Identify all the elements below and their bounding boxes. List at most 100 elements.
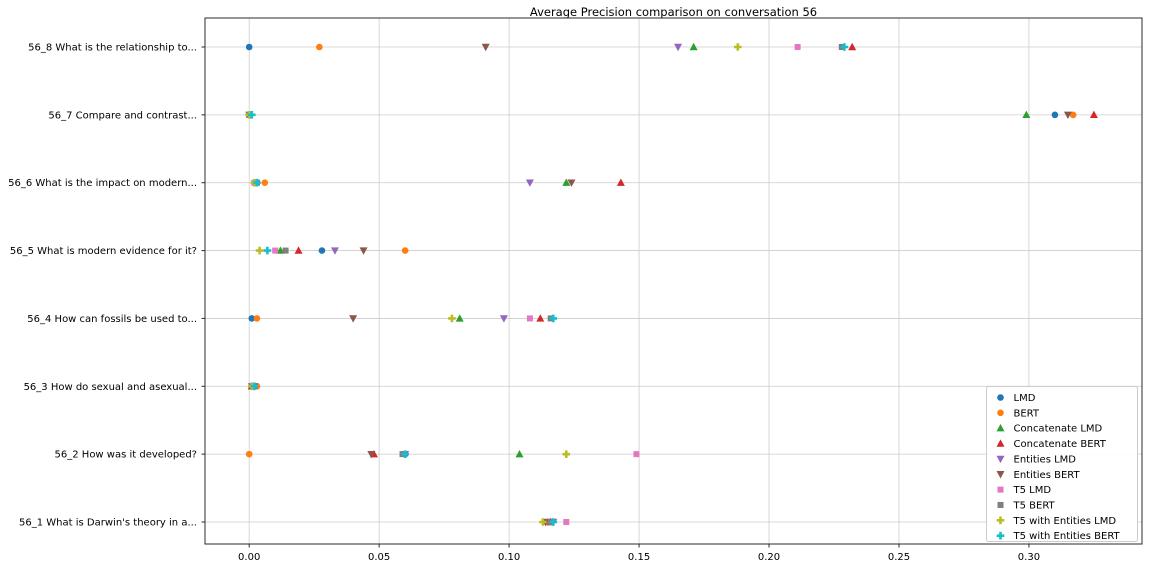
- data-point: [455, 314, 464, 322]
- y-tick-label: 56_3 How do sexual and asexual...: [24, 382, 197, 393]
- data-point: [567, 179, 576, 187]
- series-t5-with-entities-lmd: [245, 43, 742, 526]
- data-point: [536, 314, 545, 322]
- data-point: [840, 43, 849, 51]
- legend-label: T5 with Entities LMD: [1013, 516, 1117, 527]
- square-marker: [997, 501, 1004, 508]
- plus-marker: [996, 531, 1005, 540]
- data-point: [539, 518, 547, 526]
- legend-item: Concatenate LMD: [996, 424, 1103, 435]
- data-point: [247, 111, 256, 119]
- legend-label: BERT: [1014, 408, 1040, 419]
- legend-item: T5 with Entities LMD: [996, 516, 1117, 527]
- data-point: [318, 247, 326, 254]
- legend-item: T5 LMD: [997, 485, 1052, 496]
- legend: LMD BERT Concatenate LMD Concatenate BERT En…: [986, 386, 1138, 542]
- data-point: [562, 450, 571, 458]
- data-point: [272, 247, 279, 254]
- plus-marker: [996, 516, 1005, 525]
- triangle-down-marker: [996, 455, 1005, 464]
- y-tick-label: 56_7 Compare and contrast...: [48, 110, 197, 121]
- data-point: [255, 246, 264, 255]
- data-point: [250, 382, 259, 391]
- x-tick-label: 0.05: [368, 552, 390, 563]
- y-tick-label: 56_6 What is the impact on modern...: [8, 178, 197, 189]
- data-point: [263, 246, 272, 255]
- data-point: [401, 247, 409, 254]
- plot-border: [204, 17, 1143, 545]
- x-tick-label: 0.10: [498, 552, 520, 563]
- y-tick-label: 56_5 What is modern evidence for it?: [10, 246, 197, 257]
- data-point: [282, 247, 289, 254]
- data-point: [248, 315, 256, 322]
- data-point: [734, 43, 742, 51]
- triangle-down-marker: [996, 471, 1005, 479]
- x-tick-label: 0.30: [1018, 552, 1040, 563]
- data-point: [294, 246, 303, 254]
- x-tick-label: 0.15: [628, 552, 650, 563]
- data-point: [1069, 111, 1077, 119]
- data-point: [499, 315, 508, 323]
- legend-label: Concatenate LMD: [1014, 424, 1103, 435]
- x-tick-label: 0.25: [888, 552, 910, 563]
- data-point: [245, 43, 253, 51]
- data-point: [367, 450, 376, 459]
- legend-item: BERT: [997, 408, 1040, 419]
- series-t5-bert: [246, 44, 845, 525]
- legend-label: T5 with Entities BERT: [1013, 531, 1121, 542]
- chart-title: Average Precision comparison on conversa…: [529, 5, 818, 19]
- legend-item: Entities BERT: [996, 470, 1081, 481]
- x-axis: 0.00 0.05 0.10 0.15 0.20 0.25 0.30: [238, 544, 1040, 563]
- data-point: [401, 450, 409, 458]
- data-point: [245, 450, 253, 458]
- y-tick-label: 56_1 What is Darwin's theory in a...: [19, 518, 197, 529]
- legend-label: T5 LMD: [1013, 485, 1052, 496]
- legend-label: LMD: [1014, 393, 1036, 404]
- legend-item: LMD: [997, 393, 1036, 404]
- legend-item: Concatenate BERT: [996, 439, 1107, 450]
- legend-label: Entities LMD: [1014, 454, 1077, 465]
- data-point: [261, 179, 269, 187]
- square-marker: [997, 486, 1004, 493]
- data-point: [276, 246, 285, 254]
- data-point: [515, 449, 524, 458]
- legend-item: T5 BERT: [997, 500, 1056, 511]
- legend-item: T5 with Entities BERT: [996, 531, 1121, 542]
- data-point: [349, 315, 358, 323]
- triangle-up-marker: [996, 439, 1005, 447]
- data-point: [316, 43, 323, 51]
- x-tick-label: 0.20: [758, 552, 780, 563]
- legend-label: Entities BERT: [1014, 470, 1081, 481]
- data-point: [359, 247, 368, 255]
- series-lmd: [245, 43, 1059, 526]
- data-point: [526, 315, 533, 322]
- y-tick-label: 56_4 How can fossils be used to...: [27, 314, 197, 325]
- data-point: [616, 178, 625, 186]
- data-point: [689, 42, 698, 51]
- data-point: [1063, 111, 1072, 120]
- data-point: [253, 178, 261, 187]
- data-point: [549, 314, 558, 323]
- legend-item: Entities LMD: [996, 454, 1077, 465]
- data-point: [481, 43, 490, 52]
- data-point: [1022, 110, 1031, 119]
- circle-marker: [997, 394, 1004, 401]
- data-point: [525, 179, 534, 187]
- data-point: [848, 42, 857, 51]
- y-axis: 56_8 What is the relationship to... 56_7 …: [8, 43, 205, 529]
- y-tick-label: 56_8 What is the relationship to...: [28, 43, 197, 54]
- triangle-up-marker: [996, 424, 1005, 432]
- data-point: [674, 43, 683, 52]
- data-point: [253, 315, 261, 322]
- data-point: [1051, 111, 1059, 119]
- y-tick-label: 56_2 How was it developed?: [55, 450, 197, 461]
- data-point: [794, 44, 801, 50]
- legend-label: Concatenate BERT: [1014, 439, 1107, 450]
- data-point: [563, 519, 570, 525]
- series-t5-lmd: [246, 44, 801, 525]
- data-point: [1089, 110, 1098, 119]
- legend-box: [986, 386, 1138, 542]
- series-t5-with-entities-bert: [247, 43, 849, 526]
- data-point: [448, 314, 456, 323]
